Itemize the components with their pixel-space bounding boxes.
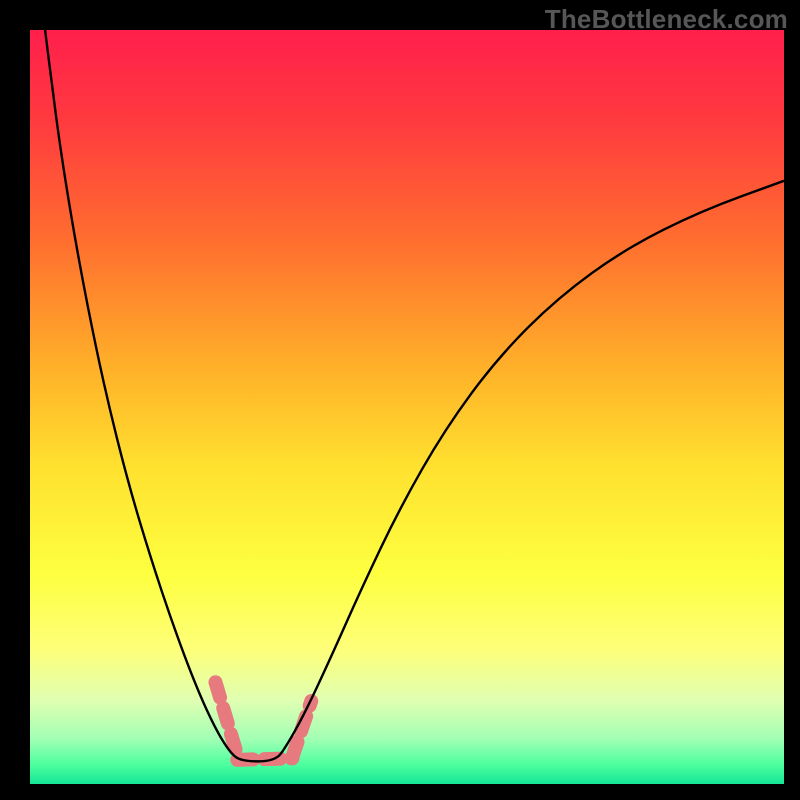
chart-frame: TheBottleneck.com xyxy=(0,0,800,800)
plot-area xyxy=(30,30,784,784)
gradient-background xyxy=(30,30,784,784)
bottleneck-chart xyxy=(30,30,784,784)
watermark-text: TheBottleneck.com xyxy=(545,4,788,35)
